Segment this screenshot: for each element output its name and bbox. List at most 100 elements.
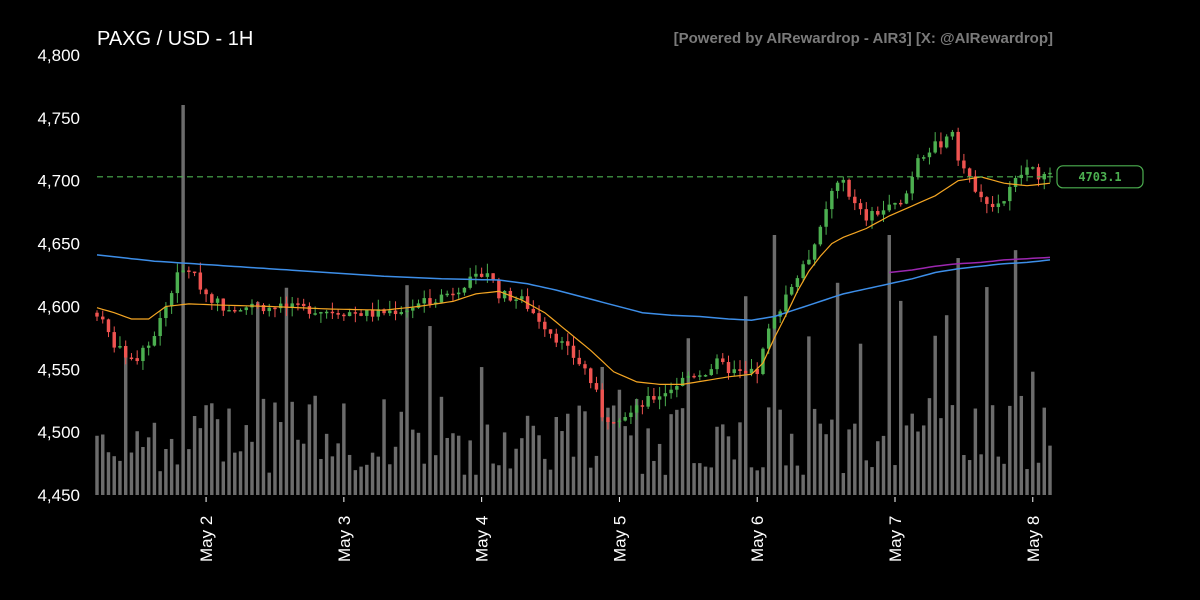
volume-bar — [411, 429, 415, 495]
candle-down — [393, 310, 398, 315]
candle-up — [841, 179, 846, 183]
volume-bar — [307, 404, 312, 495]
volume-bar — [669, 414, 673, 495]
candle-up — [617, 420, 622, 423]
candle-up — [439, 294, 444, 303]
y-tick-label: 4,550 — [37, 360, 80, 379]
volume-bar — [967, 460, 972, 495]
candle-up — [399, 312, 403, 315]
volume-bar — [560, 431, 564, 495]
volume-bar — [256, 301, 260, 495]
volume-bar — [1025, 469, 1029, 495]
candle-down — [554, 333, 558, 343]
candle-down — [606, 417, 610, 422]
volume-bar — [583, 411, 587, 495]
volume-bar — [433, 455, 438, 495]
candle-up — [462, 287, 467, 293]
candle-down — [853, 196, 857, 204]
volume-bar — [296, 439, 300, 495]
volume-bars — [95, 105, 1052, 495]
candle-up — [795, 278, 800, 287]
volume-bar — [152, 422, 157, 495]
volume-bar — [1008, 405, 1012, 495]
candle-up — [634, 405, 639, 413]
candle-down — [112, 332, 116, 348]
candle-up — [812, 244, 817, 260]
volume-bar — [772, 235, 777, 495]
candle-down — [106, 319, 111, 333]
candle-down — [876, 211, 880, 215]
volume-bar — [198, 428, 203, 495]
candle-up — [313, 313, 317, 315]
candle-up — [893, 202, 897, 205]
candle-down — [210, 294, 214, 303]
candle-down — [979, 191, 983, 198]
candle-up — [824, 209, 828, 227]
candle-up — [629, 412, 633, 418]
volume-bar — [830, 419, 834, 495]
candle-up — [405, 310, 409, 313]
candle-down — [95, 312, 99, 317]
x-tick-label: May 2 — [197, 516, 216, 562]
candle-down — [382, 309, 386, 314]
volume-bar — [721, 424, 725, 495]
volume-bar — [204, 405, 208, 495]
x-axis-ticks: May 2 May 3 May 4 May 5 May 6 May 7 May 8 — [197, 497, 1043, 562]
volume-bar — [215, 419, 220, 495]
candle-up — [669, 389, 673, 394]
volume-bar — [910, 413, 914, 495]
candle-down — [101, 316, 105, 320]
volume-bar — [594, 455, 599, 495]
candle-up — [244, 307, 248, 311]
candle-up — [1048, 172, 1052, 175]
candle-up — [1042, 173, 1046, 180]
volume-bar — [474, 474, 478, 495]
candle-down — [531, 308, 536, 314]
volume-bar — [187, 449, 191, 495]
x-tick-label: May 6 — [748, 516, 767, 562]
candle-down — [307, 306, 312, 314]
y-tick-label: 4,500 — [37, 423, 80, 442]
candle-up — [474, 273, 478, 277]
candle-up — [445, 293, 449, 296]
volume-bar — [514, 448, 518, 495]
candle-down — [123, 346, 128, 358]
volume-bar — [233, 452, 237, 495]
volume-bar — [244, 425, 248, 495]
volume-bar — [123, 356, 128, 495]
volume-bar — [313, 395, 317, 495]
candle-up — [158, 318, 162, 337]
volume-bar — [158, 471, 162, 495]
candle-up — [164, 306, 168, 319]
candle-down — [187, 270, 191, 272]
x-tick-label: May 7 — [886, 516, 905, 562]
candle-up — [422, 298, 426, 304]
volume-bar — [881, 435, 886, 495]
volume-bar — [359, 466, 363, 495]
volume-bar — [801, 474, 805, 495]
candle-down — [342, 314, 346, 317]
volume-bar — [1019, 395, 1024, 495]
volume-bar — [864, 460, 869, 495]
volume-bar — [916, 431, 920, 495]
volume-bar — [169, 438, 174, 495]
candle-up — [376, 309, 381, 317]
candle-up — [347, 312, 352, 317]
candle-up — [749, 368, 754, 374]
volume-bar — [468, 440, 472, 495]
volume-bar — [623, 426, 627, 495]
volume-bar — [939, 418, 943, 495]
candle-up — [152, 336, 157, 346]
candle-up — [1008, 186, 1012, 202]
candle-up — [238, 310, 243, 312]
candle-up — [1002, 201, 1006, 204]
candle-down — [899, 202, 903, 205]
volume-bar — [548, 469, 553, 495]
candle-up — [950, 131, 955, 137]
candle-down — [129, 357, 134, 360]
volume-bar — [502, 432, 507, 495]
candle-up — [927, 152, 932, 158]
candle-up — [732, 369, 736, 374]
candle-up — [904, 193, 909, 204]
volume-bar — [261, 398, 266, 495]
